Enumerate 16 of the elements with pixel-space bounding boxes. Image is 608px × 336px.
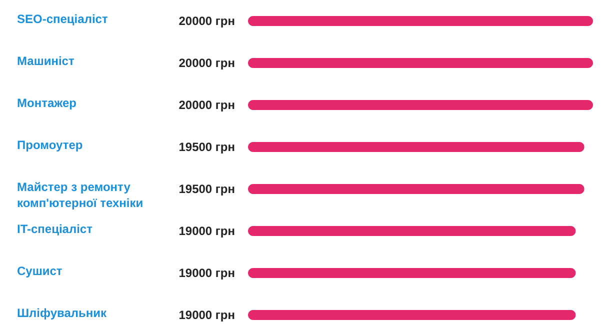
data-label: 19000 грн	[178, 224, 235, 238]
y-tick-label: Майстер з ремонту комп'ютерної техніки	[17, 180, 144, 210]
y-tick-label: IT-спеціаліст	[17, 222, 93, 236]
y-tick-label: Монтажер	[17, 96, 76, 110]
y-tick-label: Машиніст	[17, 54, 74, 68]
data-label: 19500 грн	[178, 182, 235, 196]
data-label: 19500 грн	[178, 140, 235, 154]
y-tick-label: SEO-спеціаліст	[17, 12, 108, 26]
data-label: 19000 грн	[178, 266, 235, 280]
y-tick-label: Промоутер	[17, 138, 83, 152]
data-label: 19000 грн	[178, 308, 235, 322]
y-tick-label: Сушист	[17, 264, 62, 278]
y-tick-label: Шліфувальник	[17, 306, 108, 320]
data-label: 20000 грн	[178, 56, 235, 70]
data-label: 20000 грн	[178, 98, 235, 112]
data-label: 20000 грн	[178, 14, 235, 28]
